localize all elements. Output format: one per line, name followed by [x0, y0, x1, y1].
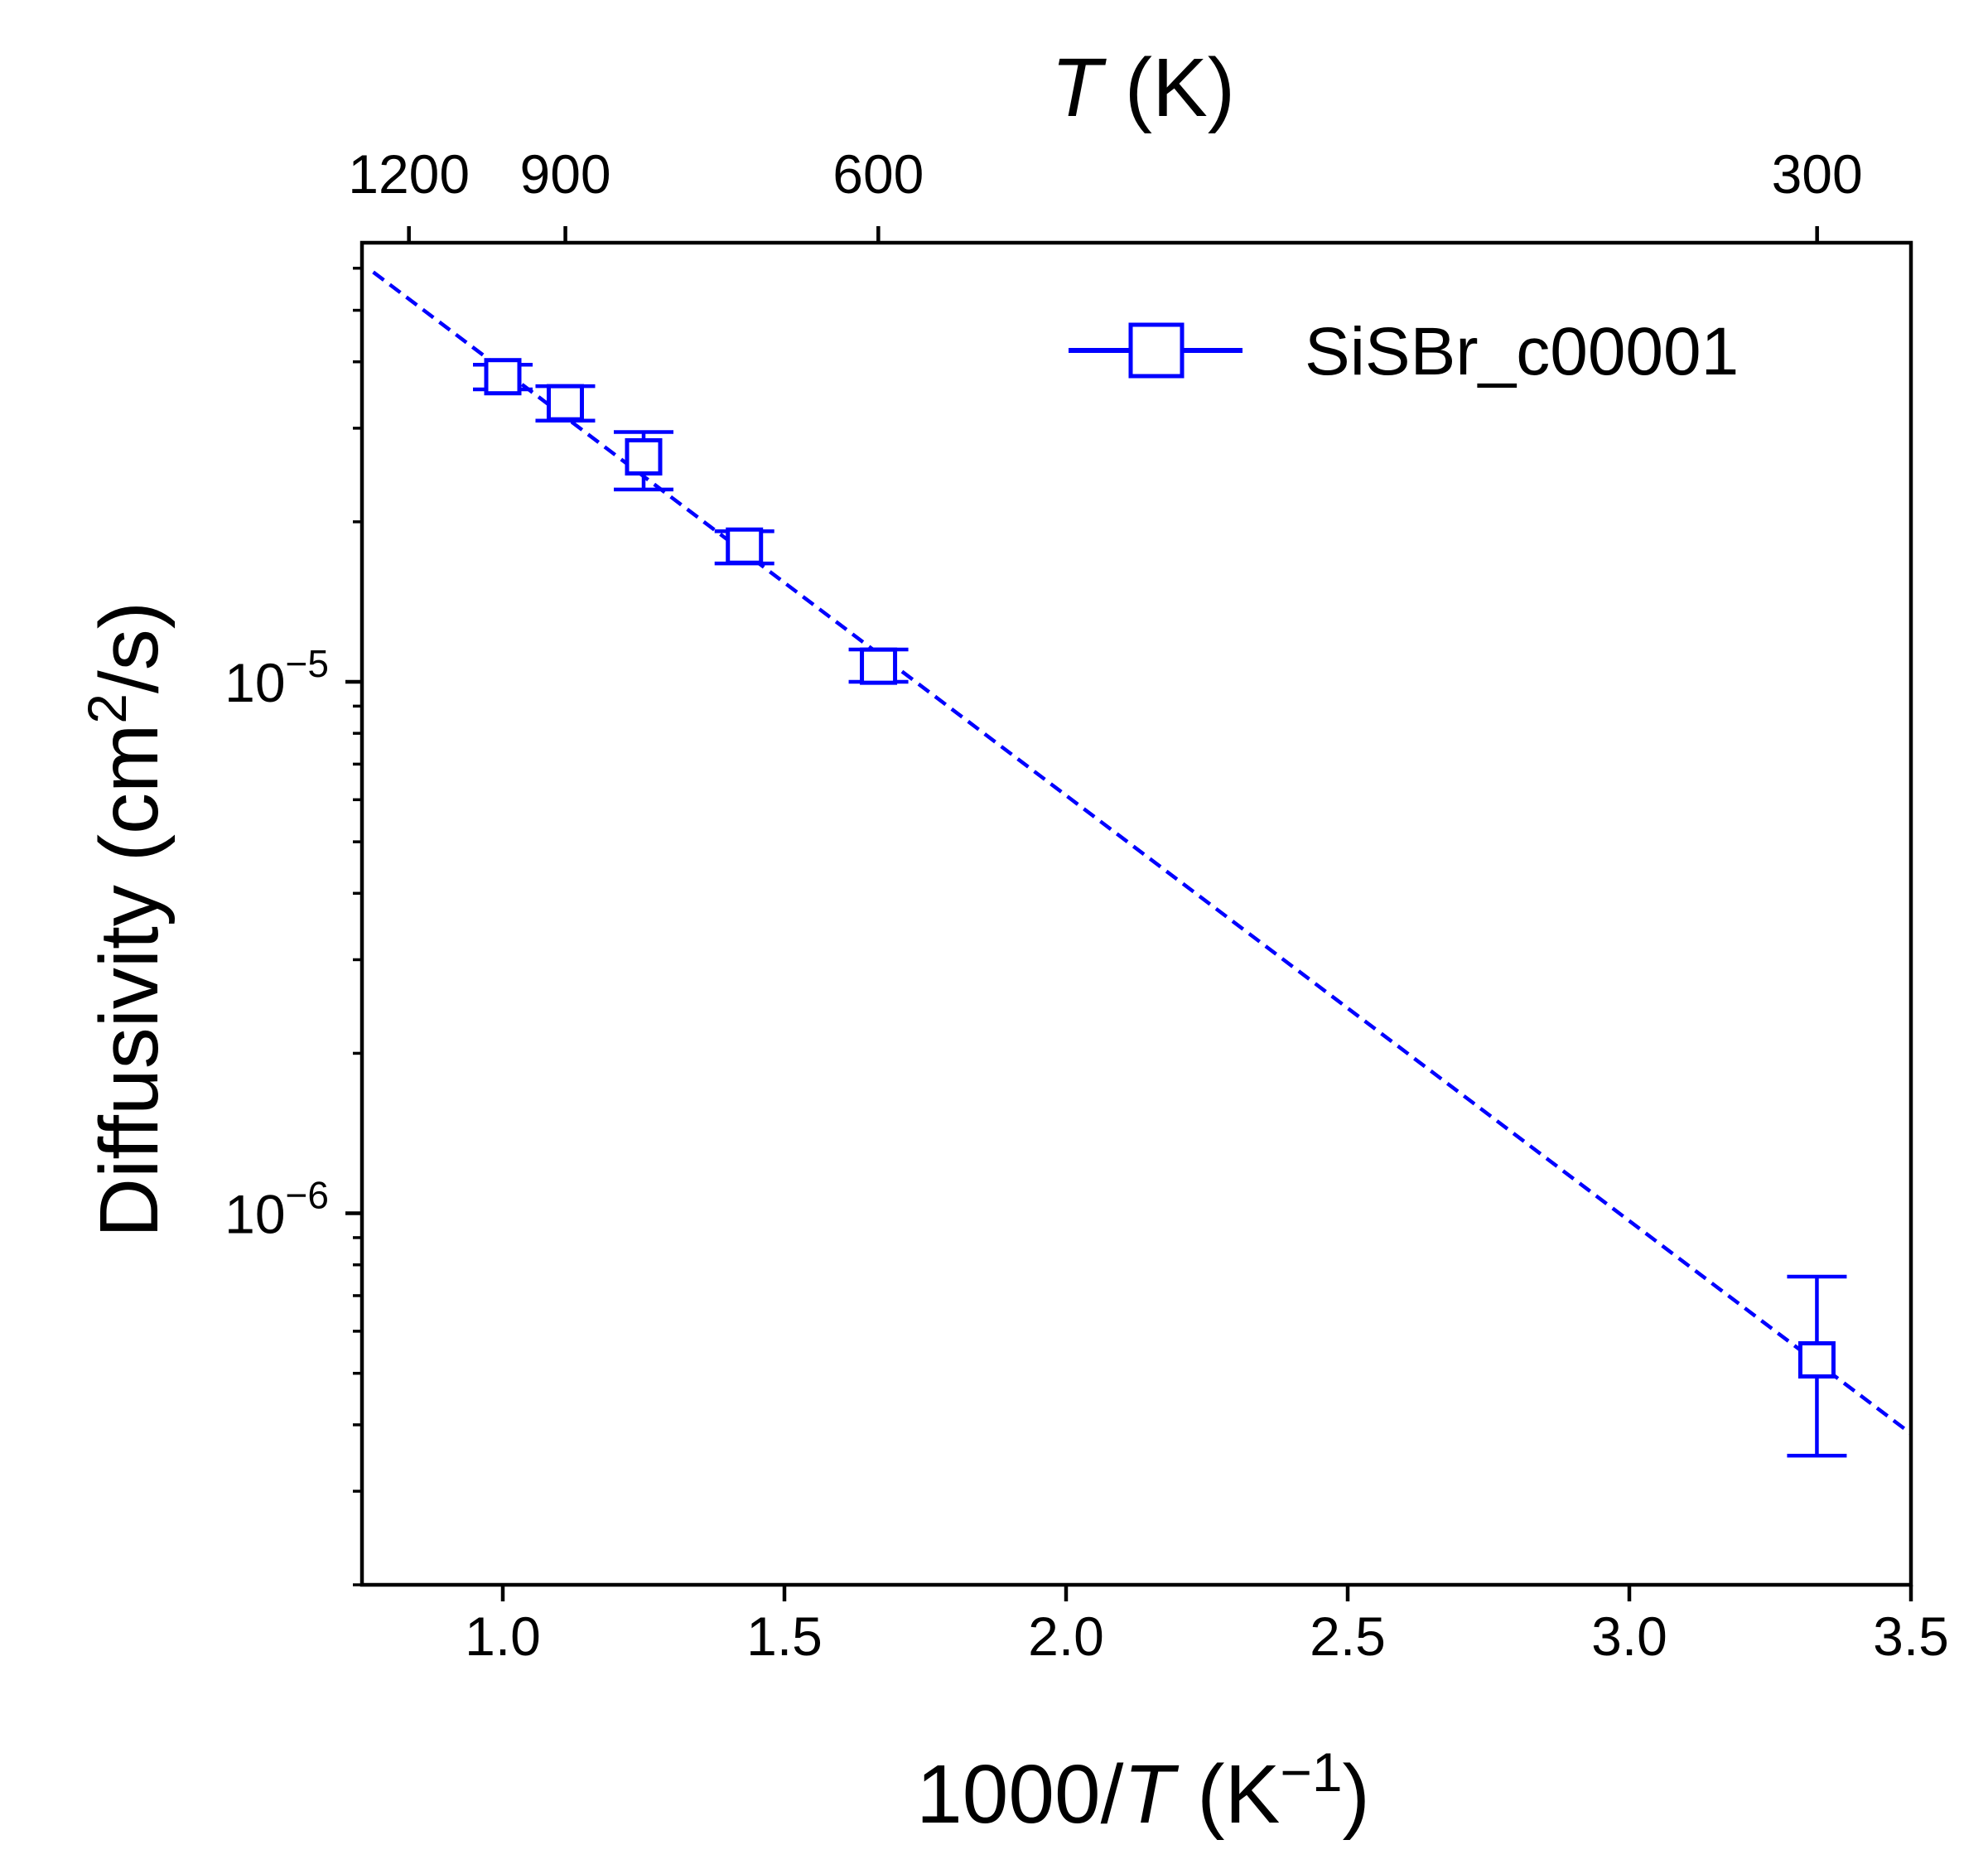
y-tick-label: 10−6 [224, 1174, 329, 1245]
x-axis-ticks: 1.0 1.5 2.0 2.5 3.0 3.5 [465, 1585, 1949, 1667]
y-tick-label: 10−5 [224, 642, 329, 713]
x-tick-label: 3.5 [1873, 1606, 1949, 1667]
top-axis-ticks: 1200 900 600 300 [348, 143, 1863, 243]
data-point [484, 358, 522, 396]
top-tick-label: 900 [519, 143, 610, 205]
legend-label: SiSBr_c00001 [1305, 314, 1739, 389]
data-point [625, 437, 663, 476]
x-tick-label: 1.5 [746, 1606, 823, 1667]
series-sisbr [473, 358, 1847, 1458]
x-tick-label: 2.0 [1028, 1606, 1104, 1667]
data-point [726, 527, 764, 565]
legend-marker [1128, 322, 1185, 379]
plot-frame [359, 240, 1913, 1587]
y-axis-label: Diffusivity (cm2/s) [76, 601, 176, 1238]
top-axis-label: T (K) [1051, 41, 1235, 134]
x-tick-label: 1.0 [465, 1606, 541, 1667]
y-axis-ticks: 10−6 10−5 [224, 266, 362, 1586]
legend: SiSBr_c00001 [1069, 314, 1739, 389]
x-tick-label: 3.0 [1591, 1606, 1667, 1667]
top-tick-label: 1200 [348, 143, 470, 205]
top-tick-label: 600 [832, 143, 924, 205]
data-point [860, 647, 898, 685]
data-point [546, 384, 584, 422]
top-tick-label: 300 [1772, 143, 1863, 205]
x-tick-label: 2.5 [1310, 1606, 1386, 1667]
x-axis-label: 1000/T (K−1) [916, 1741, 1370, 1841]
fit-line [372, 270, 1913, 1436]
data-point [1797, 1340, 1836, 1379]
